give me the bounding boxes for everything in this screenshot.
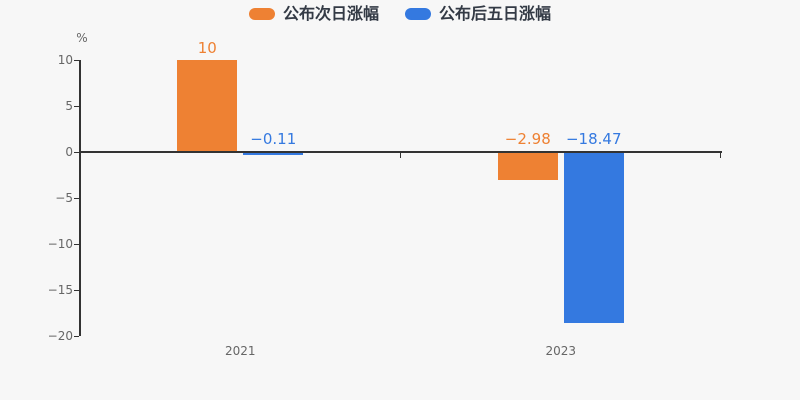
- y-axis-tick-label: 10: [57, 53, 73, 67]
- y-axis-tick: [74, 60, 79, 61]
- legend: 公布次日涨幅 公布后五日涨幅: [0, 6, 800, 22]
- y-axis-tick: [74, 336, 79, 337]
- y-axis-tick-label: 0: [65, 145, 73, 159]
- x-axis-tick: [720, 153, 721, 158]
- y-axis-tick-label: 5: [65, 99, 73, 113]
- value-label: −0.11: [250, 130, 297, 148]
- legend-label: 公布次日涨幅: [282, 4, 379, 23]
- legend-label: 公布后五日涨幅: [439, 4, 552, 23]
- bar-2023-series1[interactable]: [563, 153, 624, 323]
- y-axis-tick: [74, 290, 79, 291]
- y-axis-tick-label: −15: [47, 283, 73, 297]
- y-axis-line: [79, 60, 81, 336]
- x-axis-label-2023: 2023: [545, 344, 577, 358]
- y-axis-tick-label: −10: [47, 237, 73, 251]
- x-axis-tick: [399, 153, 401, 158]
- legend-marker-icon: [405, 8, 431, 20]
- y-axis-tick: [74, 152, 79, 153]
- y-axis-tick-label: −20: [47, 329, 73, 343]
- y-axis-tick: [74, 198, 79, 199]
- value-label: −2.98: [504, 130, 551, 148]
- y-axis-unit-label: %: [76, 31, 88, 45]
- legend-marker-icon: [248, 8, 275, 20]
- legend-item-series1[interactable]: 公布后五日涨幅: [405, 6, 551, 22]
- value-label: 10: [197, 39, 217, 57]
- y-axis-tick: [74, 106, 79, 107]
- bar-2023-series0[interactable]: [497, 153, 558, 181]
- legend-item-series0[interactable]: 公布次日涨幅: [248, 4, 379, 23]
- x-axis-label-2021: 2021: [224, 344, 256, 358]
- value-label: −18.47: [565, 130, 622, 148]
- bar-2021-series0[interactable]: [177, 60, 238, 152]
- y-axis-tick: [74, 244, 79, 245]
- x-axis-line: [79, 151, 722, 153]
- bar-2021-series1[interactable]: [243, 153, 304, 155]
- y-axis-tick-label: −5: [55, 191, 73, 205]
